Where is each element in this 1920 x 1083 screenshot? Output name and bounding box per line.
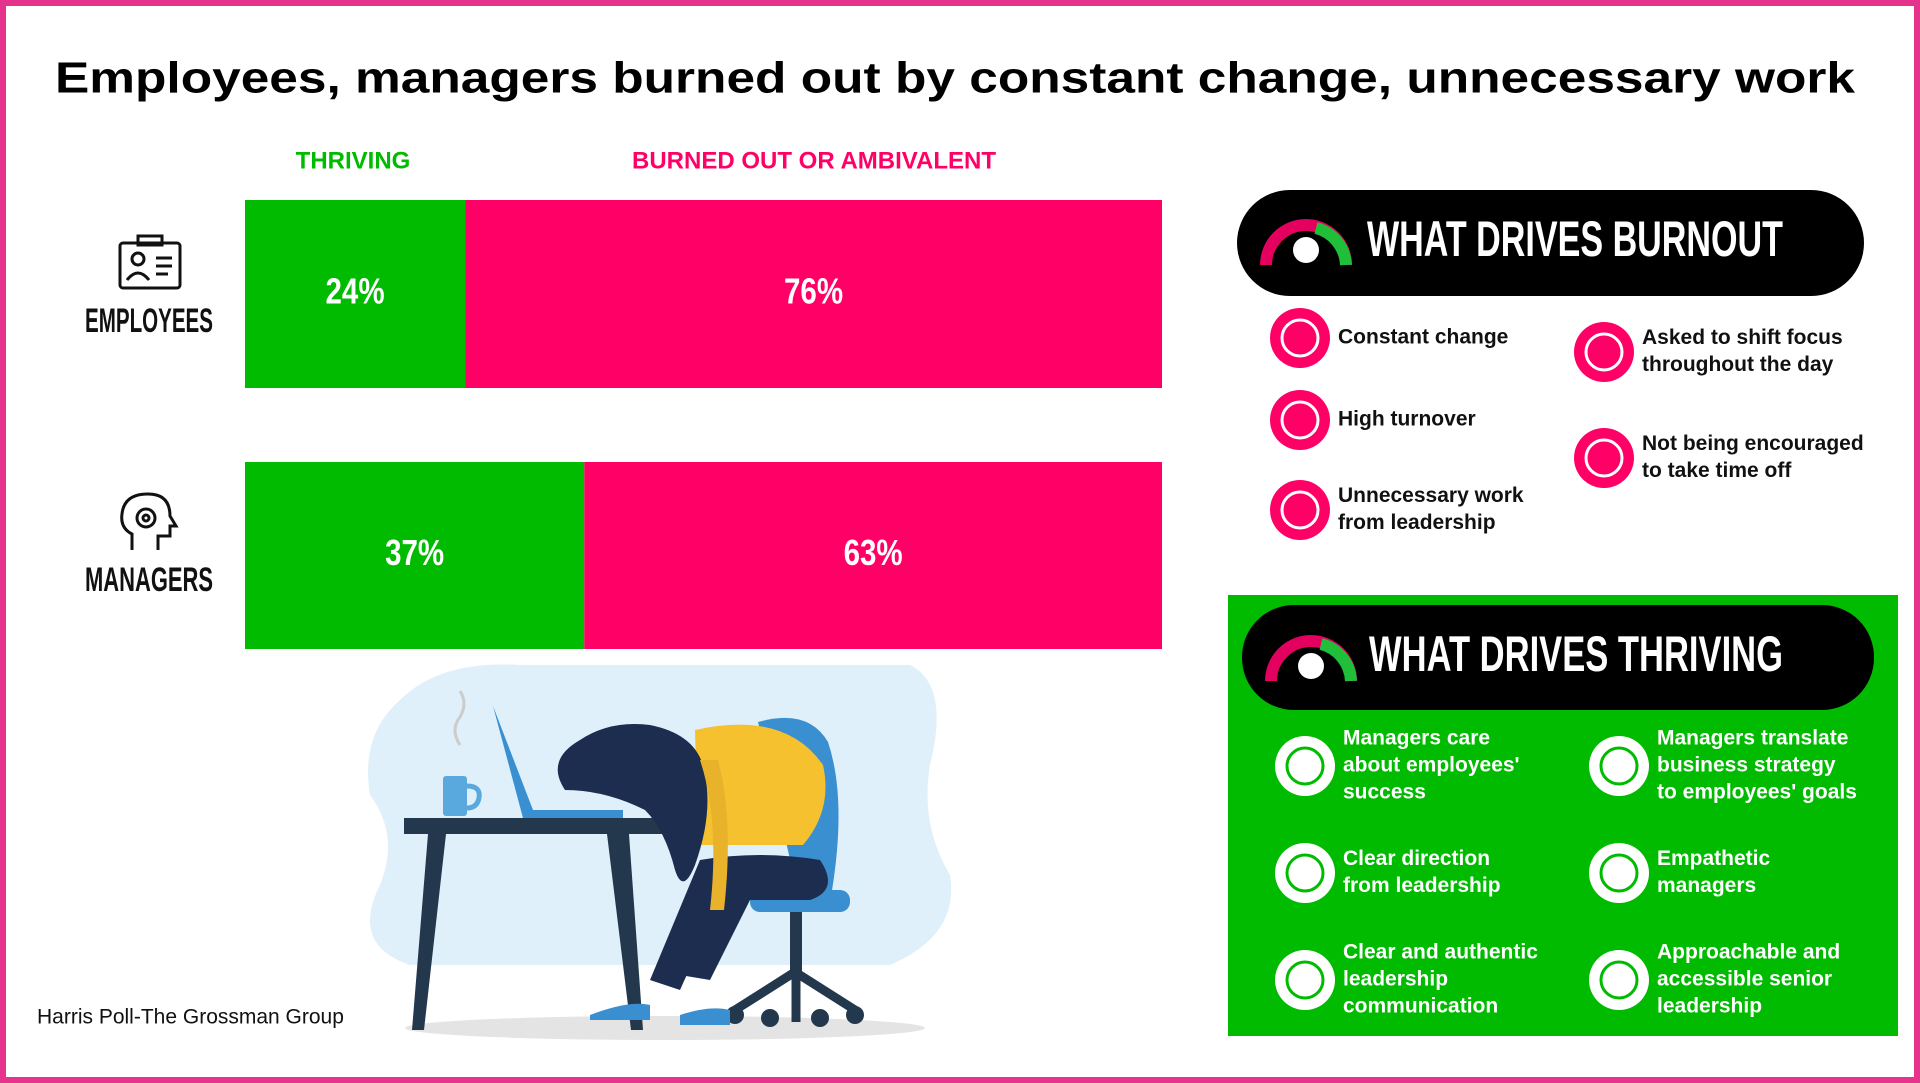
item-icon [1275, 736, 1335, 796]
item-text: leadership [1657, 995, 1762, 1018]
item-text: Asked to shift focus [1642, 326, 1843, 349]
illustration [368, 664, 952, 1040]
bar-segment [245, 200, 466, 388]
burnout-title: WHAT DRIVES BURNOUT [1367, 211, 1783, 267]
item-icon [1275, 843, 1335, 903]
item-text: Unnecessary work [1338, 484, 1524, 507]
item-icon [1574, 322, 1634, 382]
item-text: communication [1343, 995, 1498, 1018]
item-icon-ring [1280, 490, 1320, 530]
item-icon [1574, 428, 1634, 488]
item-text: leadership [1343, 968, 1448, 991]
legend-label: BURNED OUT OR AMBIVALENT [632, 147, 996, 174]
item-text: success [1343, 781, 1426, 804]
value-label: 76% [784, 271, 843, 311]
item-text: High turnover [1338, 408, 1476, 431]
item-icon [1589, 843, 1649, 903]
value-label: 24% [326, 271, 385, 311]
item-icon-ring [1285, 960, 1325, 1000]
item-icon [1270, 480, 1330, 540]
item-icon [1270, 390, 1330, 450]
item-text: throughout the day [1642, 353, 1834, 376]
thriving-header [1242, 605, 1874, 710]
category-label: EMPLOYEES [85, 302, 213, 340]
item-text: Clear direction [1343, 847, 1490, 870]
bar-segment [584, 462, 1162, 649]
item-text: Managers translate [1657, 727, 1848, 750]
item-icon-ring [1280, 400, 1320, 440]
item-text: Constant change [1338, 326, 1508, 349]
bar-segment [465, 200, 1163, 388]
gauge-icon [1265, 635, 1357, 682]
item-text: Approachable and [1657, 941, 1840, 964]
item-text: managers [1657, 874, 1756, 897]
item-icon-ring [1285, 746, 1325, 786]
item-text: Empathetic [1657, 847, 1771, 870]
category-label: MANAGERS [85, 561, 213, 599]
chart-title: Employees, managers burned out by consta… [55, 54, 1856, 103]
source-note: Harris Poll-The Grossman Group [37, 1006, 344, 1029]
item-text: Not being encouraged [1642, 432, 1864, 455]
thriving-title: WHAT DRIVES THRIVING [1369, 626, 1783, 682]
item-icon [1589, 950, 1649, 1010]
legend-label: THRIVING [296, 147, 411, 174]
value-label: 63% [844, 532, 903, 572]
gauge-icon [1260, 219, 1352, 266]
item-icon [1275, 950, 1335, 1010]
item-text: to take time off [1642, 459, 1792, 482]
value-label: 37% [385, 532, 444, 572]
item-icon-ring [1599, 960, 1639, 1000]
item-icon-ring [1599, 746, 1639, 786]
item-text: business strategy [1657, 754, 1836, 777]
item-text: Managers care [1343, 727, 1490, 750]
item-text: accessible senior [1657, 968, 1832, 991]
item-icon [1589, 736, 1649, 796]
item-text: from leadership [1343, 874, 1501, 897]
item-text: from leadership [1338, 511, 1496, 534]
item-text: to employees' goals [1657, 781, 1857, 804]
burnout-header [1237, 190, 1864, 296]
item-icon-ring [1599, 853, 1639, 893]
manager-icon [120, 492, 179, 550]
item-text: about employees' [1343, 754, 1520, 777]
item-icon-ring [1584, 332, 1624, 372]
item-icon-ring [1285, 853, 1325, 893]
employee-icon [118, 234, 182, 290]
item-icon-ring [1280, 318, 1320, 358]
item-icon [1270, 308, 1330, 368]
bar-segment [245, 462, 585, 649]
item-icon-ring [1584, 438, 1624, 478]
item-text: Clear and authentic [1343, 941, 1538, 964]
